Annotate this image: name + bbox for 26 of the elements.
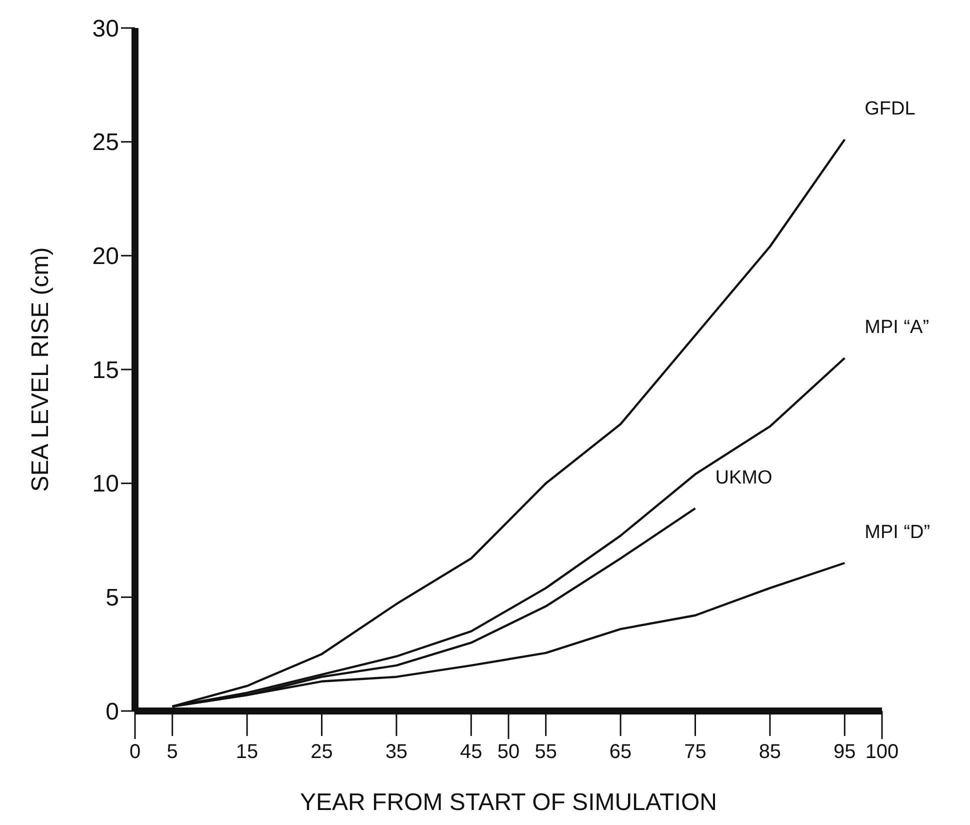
x-tick-label: 25: [310, 741, 333, 763]
y-tick-label: 0: [106, 698, 119, 726]
x-tick-label: 35: [385, 741, 408, 763]
x-tick-label: 75: [684, 741, 706, 763]
x-tick-label: 95: [834, 741, 856, 763]
x-tick-label: 65: [609, 741, 632, 763]
series-label: MPI “D”: [864, 522, 930, 544]
x-tick-label: 0: [129, 741, 141, 763]
y-tick-label: 5: [106, 584, 119, 612]
y-tick-label: 30: [92, 15, 119, 42]
x-tick-label: 50: [497, 741, 520, 763]
y-tick-label: 25: [92, 129, 119, 156]
x-tick-label: 45: [460, 741, 482, 763]
x-tick-label: 55: [534, 741, 557, 763]
x-tick-label: 15: [236, 741, 258, 763]
y-tick-label: 10: [92, 470, 119, 498]
series-label: UKMO: [715, 467, 772, 488]
x-tick-label: 100: [865, 741, 899, 763]
x-tick-label: 85: [758, 741, 782, 763]
series-label: MPI “A”: [864, 317, 930, 338]
series-label: GFDL: [864, 98, 916, 120]
y-tick-label: 20: [92, 243, 119, 270]
x-tick-label: 5: [166, 741, 178, 763]
y-axis-title: SEA LEVEL RISE (cm): [27, 247, 54, 492]
x-axis-title: YEAR FROM START OF SIMULATION: [300, 789, 717, 816]
y-tick-label: 15: [92, 356, 119, 384]
